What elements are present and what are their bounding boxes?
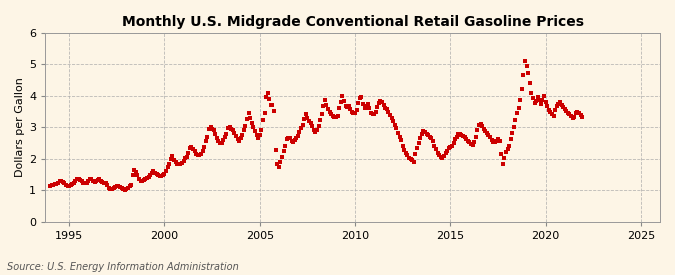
Y-axis label: Dollars per Gallon: Dollars per Gallon: [15, 77, 25, 177]
Text: Source: U.S. Energy Information Administration: Source: U.S. Energy Information Administ…: [7, 262, 238, 272]
Title: Monthly U.S. Midgrade Conventional Retail Gasoline Prices: Monthly U.S. Midgrade Conventional Retai…: [122, 15, 584, 29]
